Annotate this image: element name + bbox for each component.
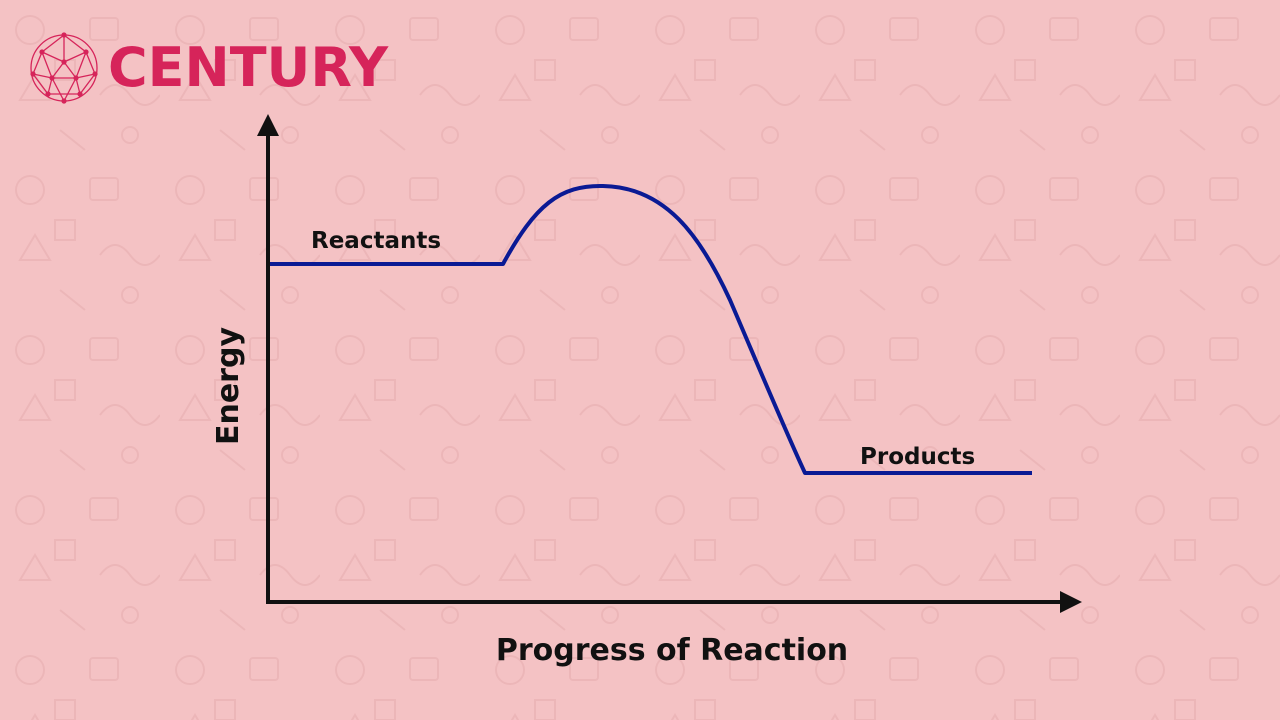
products-label: Products [860,444,975,470]
reactants-label: Reactants [311,228,441,254]
century-network-globe-icon [30,32,98,104]
x-axis-label: Progress of Reaction [496,633,848,668]
x-axis-arrow-icon [1060,591,1082,613]
y-axis-label: Energy [211,327,246,445]
brand-name: CENTURY [108,36,389,99]
century-logo: CENTURY [28,30,388,106]
reaction-energy-curve [270,183,1032,475]
y-axis-arrow-icon [257,114,279,136]
